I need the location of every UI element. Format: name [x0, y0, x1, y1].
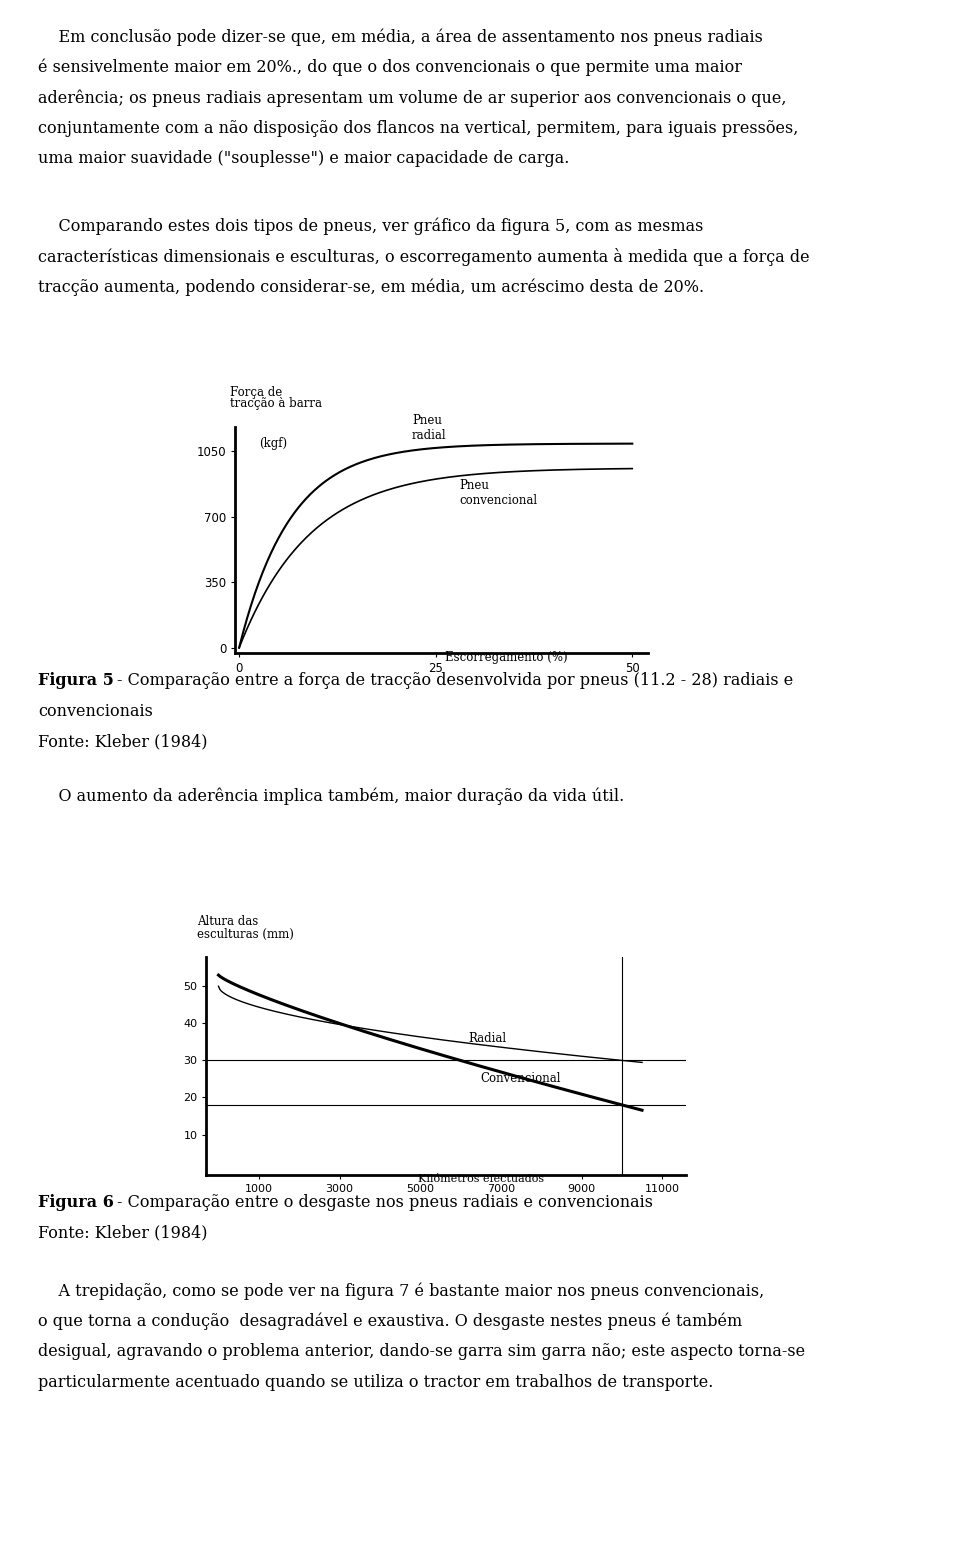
Text: Radial: Radial — [468, 1032, 507, 1044]
Text: Figura 6: Figura 6 — [38, 1194, 114, 1211]
Text: A trepidação, como se pode ver na figura 7 é bastante maior nos pneus convencion: A trepidação, como se pode ver na figura… — [38, 1283, 765, 1300]
Text: - Comparação entre o desgaste nos pneus radiais e convencionais: - Comparação entre o desgaste nos pneus … — [117, 1194, 653, 1211]
Text: o que torna a condução  desagradável e exaustiva. O desgaste nestes pneus é tamb: o que torna a condução desagradável e ex… — [38, 1313, 743, 1330]
Text: Pneu
radial: Pneu radial — [412, 414, 446, 442]
Text: esculturas (mm): esculturas (mm) — [197, 928, 294, 941]
Text: O aumento da aderência implica também, maior duração da vida útil.: O aumento da aderência implica também, m… — [38, 788, 625, 805]
Text: conjuntamente com a não disposição dos flancos na vertical, permitem, para iguai: conjuntamente com a não disposição dos f… — [38, 120, 799, 136]
Text: Força de: Força de — [230, 386, 282, 399]
Text: Fonte: Kleber (1984): Fonte: Kleber (1984) — [38, 733, 208, 750]
Text: uma maior suavidade ("souplesse") e maior capacidade de carga.: uma maior suavidade ("souplesse") e maio… — [38, 150, 570, 167]
Text: desigual, agravando o problema anterior, dando-se garra sim garra não; este aspe: desigual, agravando o problema anterior,… — [38, 1344, 805, 1360]
Text: Fonte: Kleber (1984): Fonte: Kleber (1984) — [38, 1225, 208, 1241]
Text: Comparando estes dois tipos de pneus, ver gráfico da figura 5, com as mesmas: Comparando estes dois tipos de pneus, ve… — [38, 217, 704, 234]
Text: tracção aumenta, podendo considerar-se, em média, um acréscimo desta de 20%.: tracção aumenta, podendo considerar-se, … — [38, 278, 705, 295]
Text: (kgf): (kgf) — [259, 438, 287, 450]
Text: Convencional: Convencional — [481, 1072, 562, 1085]
Text: Em conclusão pode dizer-se que, em média, a área de assentamento nos pneus radia: Em conclusão pode dizer-se que, em média… — [38, 28, 763, 45]
Text: tracção à barra: tracção à barra — [230, 397, 323, 410]
Text: é sensivelmente maior em 20%., do que o dos convencionais o que permite uma maio: é sensivelmente maior em 20%., do que o … — [38, 58, 742, 77]
Text: - Comparação entre a força de tracção desenvolvida por pneus (11.2 - 28) radiais: - Comparação entre a força de tracção de… — [117, 672, 793, 689]
Text: Escorregamento (%): Escorregamento (%) — [445, 652, 567, 664]
Text: particularmente acentuado quando se utiliza o tractor em trabalhos de transporte: particularmente acentuado quando se util… — [38, 1374, 714, 1391]
Text: características dimensionais e esculturas, o escorregamento aumenta à medida que: características dimensionais e escultura… — [38, 247, 810, 266]
Text: Kilómetros efectuados: Kilómetros efectuados — [418, 1174, 543, 1183]
Text: Figura 5: Figura 5 — [38, 672, 114, 689]
Text: Pneu
convencional: Pneu convencional — [459, 480, 538, 506]
Text: aderência; os pneus radiais apresentam um volume de ar superior aos convencionai: aderência; os pneus radiais apresentam u… — [38, 89, 787, 106]
Text: convencionais: convencionais — [38, 703, 154, 719]
Text: Altura das: Altura das — [197, 916, 258, 928]
